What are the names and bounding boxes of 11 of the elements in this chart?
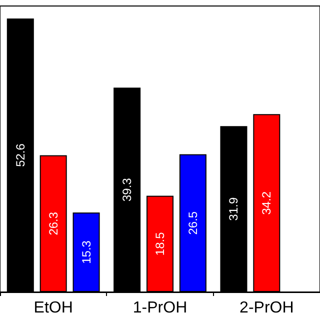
data-label: 39.3 (120, 178, 134, 202)
x-tick-label: 1-PrOH (132, 300, 188, 316)
data-label: 31.9 (226, 197, 241, 221)
x-tick-label: EtOH (34, 300, 73, 316)
data-label: 52.6 (13, 143, 28, 167)
data-label: 26.3 (46, 212, 60, 236)
data-label: 26.5 (186, 211, 200, 235)
data-label: 34.2 (260, 191, 274, 215)
x-tick-label: 2-PrOH (240, 300, 294, 316)
data-label: 15.3 (79, 240, 94, 264)
data-label: 18.5 (153, 232, 167, 256)
